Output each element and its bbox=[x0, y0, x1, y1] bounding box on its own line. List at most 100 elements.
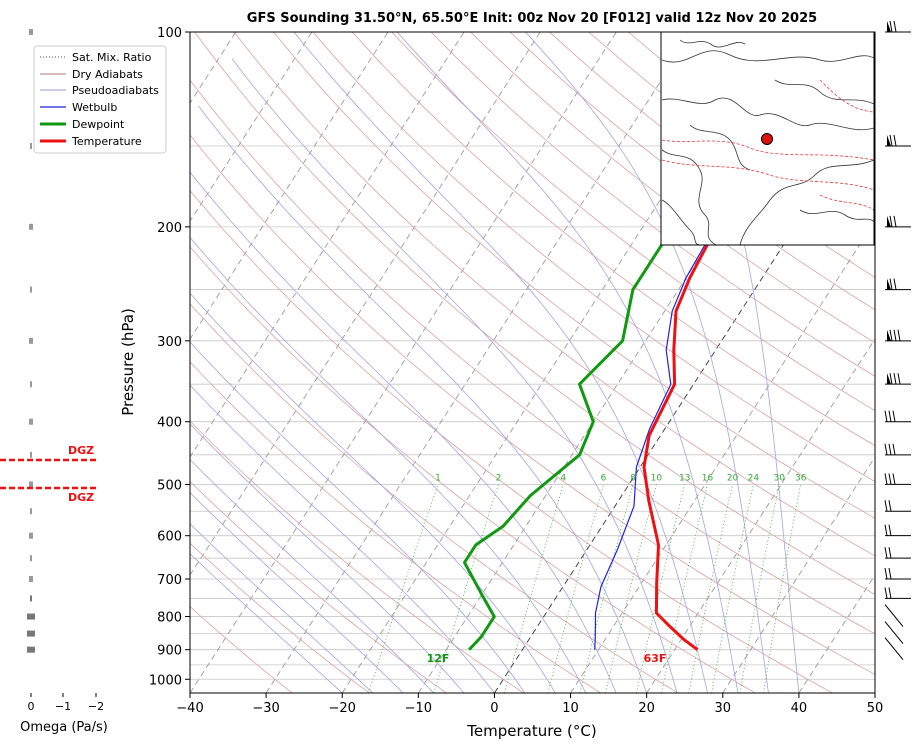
omega-tick-label-m2: −2 bbox=[88, 700, 104, 713]
x-tick-label: 20 bbox=[638, 701, 655, 716]
omega-bar bbox=[29, 338, 33, 344]
wind-barb-feather bbox=[894, 216, 896, 227]
omega-axis-label: Omega (Pa/s) bbox=[20, 720, 108, 735]
omega-bar bbox=[30, 381, 32, 387]
y-axis-label: Pressure (hPa) bbox=[119, 308, 137, 416]
x-tick-label: 40 bbox=[791, 701, 808, 716]
omega-bar bbox=[30, 508, 32, 514]
wind-barb bbox=[885, 605, 903, 627]
wind-barb-feather bbox=[893, 444, 895, 455]
wind-barb-feather bbox=[894, 135, 896, 146]
dewpoint-annotation-12f: 12F bbox=[427, 652, 450, 665]
wind-barb bbox=[885, 587, 911, 598]
mixing-ratio-label: 20 bbox=[727, 473, 739, 483]
legend-label-mixratio: Sat. Mix. Ratio bbox=[72, 51, 152, 64]
wind-barb-feather bbox=[889, 411, 891, 422]
wind-barb-feather bbox=[894, 279, 896, 290]
x-tick-label: −40 bbox=[176, 701, 203, 716]
wind-barb bbox=[885, 279, 911, 290]
mixing-ratio-label: 10 bbox=[651, 473, 663, 483]
omega-bar bbox=[30, 287, 32, 293]
mixing-ratio-label: 2 bbox=[496, 473, 502, 483]
x-axis-label: Temperature (°C) bbox=[466, 722, 596, 740]
wind-barb bbox=[885, 411, 911, 422]
mixing-ratio-label: 4 bbox=[560, 473, 566, 483]
wind-barb-feather bbox=[885, 547, 887, 558]
inset-map bbox=[661, 32, 874, 245]
wind-barb-feather bbox=[894, 21, 896, 32]
omega-bar bbox=[29, 481, 33, 487]
y-tick-label: 900 bbox=[157, 644, 182, 659]
legend-label-dewpoint: Dewpoint bbox=[72, 118, 125, 131]
wind-barb-feather bbox=[889, 444, 891, 455]
y-tick-label: 300 bbox=[157, 335, 182, 350]
y-tick-label: 700 bbox=[157, 573, 182, 588]
wind-barb-feather bbox=[885, 500, 887, 511]
y-tick-label: 100 bbox=[157, 26, 182, 41]
dgz-label-upper: DGZ bbox=[68, 444, 94, 457]
wind-barb-feather bbox=[885, 568, 887, 579]
wind-barb bbox=[885, 216, 911, 227]
legend: Sat. Mix. Ratio Dry Adiabats Pseudoadiab… bbox=[34, 46, 166, 153]
y-tick-label: 800 bbox=[157, 611, 182, 626]
legend-label-temperature: Temperature bbox=[71, 135, 142, 148]
mixing-ratio-label: 16 bbox=[702, 473, 714, 483]
omega-bar bbox=[27, 631, 35, 637]
omega-bar bbox=[27, 614, 35, 620]
omega-tick-label-0: 0 bbox=[28, 700, 35, 713]
wind-barb-feather bbox=[885, 473, 887, 484]
chart-title: GFS Sounding 31.50°N, 65.50°E Init: 00z … bbox=[247, 11, 817, 26]
wind-barb-feather bbox=[885, 444, 887, 455]
x-tick-label: −10 bbox=[405, 701, 432, 716]
temperature-annotation-63f: 63F bbox=[644, 652, 667, 665]
wind-barb bbox=[885, 21, 911, 32]
omega-tick-label-m1: −1 bbox=[55, 700, 71, 713]
legend-label-wetbulb: Wetbulb bbox=[72, 101, 117, 114]
wind-barb bbox=[885, 568, 911, 579]
wind-barb bbox=[885, 330, 911, 341]
mixing-ratio-label: 6 bbox=[601, 473, 607, 483]
isotherm-line bbox=[875, 32, 920, 693]
omega-bar bbox=[29, 419, 33, 425]
wind-barb-feather bbox=[893, 411, 895, 422]
mixing-ratio-label: 24 bbox=[748, 473, 760, 483]
omega-bar bbox=[29, 576, 33, 582]
wind-barb bbox=[885, 444, 911, 455]
x-tick-label: 30 bbox=[715, 701, 732, 716]
y-tick-label: 1000 bbox=[149, 673, 182, 688]
mixing-ratio-label: 30 bbox=[774, 473, 786, 483]
wind-barb-feather bbox=[898, 373, 900, 384]
wind-barb-feather bbox=[889, 500, 891, 511]
omega-bar bbox=[29, 224, 33, 230]
wind-barb-staff bbox=[885, 605, 903, 627]
omega-bar bbox=[29, 533, 33, 539]
wind-barb-feather bbox=[885, 587, 887, 598]
x-tick-label: 50 bbox=[867, 701, 884, 716]
y-tick-label: 600 bbox=[157, 530, 182, 545]
wind-barb bbox=[885, 525, 911, 536]
y-tick-label: 400 bbox=[157, 416, 182, 431]
wind-barb-feather bbox=[885, 411, 887, 422]
wind-barb-feather bbox=[889, 547, 891, 558]
wind-barb-feather bbox=[898, 330, 900, 341]
mixing-ratio-label: 36 bbox=[795, 473, 807, 483]
x-tick-label: 10 bbox=[562, 701, 579, 716]
wind-barb bbox=[885, 373, 911, 384]
y-tick-label: 200 bbox=[157, 221, 182, 236]
omega-bar bbox=[29, 29, 33, 35]
wind-barb-feather bbox=[894, 373, 896, 384]
wind-barbs bbox=[885, 21, 911, 660]
legend-label-dry: Dry Adiabats bbox=[72, 68, 143, 81]
x-tick-label: 0 bbox=[490, 701, 498, 716]
mixing-ratio-label: 1 bbox=[435, 473, 441, 483]
wind-barb bbox=[885, 547, 911, 558]
mixing-ratio-label: 13 bbox=[679, 473, 690, 483]
x-tick-label: −30 bbox=[252, 701, 279, 716]
omega-bar bbox=[30, 595, 32, 601]
wind-barb-feather bbox=[885, 525, 887, 536]
wind-barb-feather bbox=[889, 525, 891, 536]
sounding-location-marker bbox=[762, 134, 773, 145]
